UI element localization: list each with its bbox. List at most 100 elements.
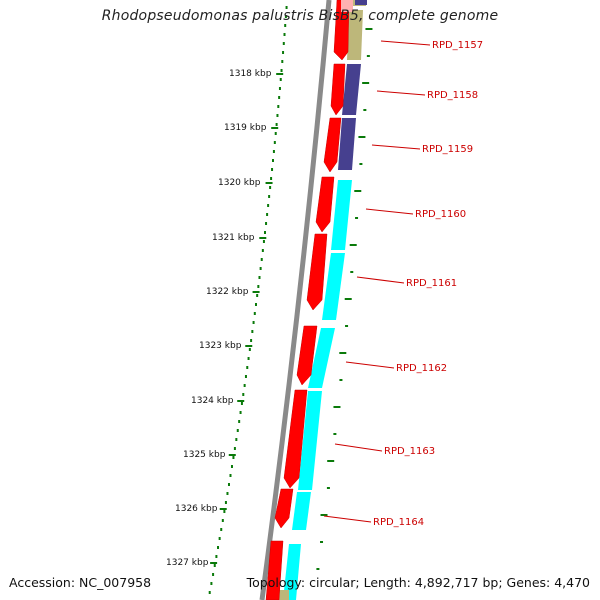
ruler-dot	[275, 123, 278, 126]
gene-tick	[350, 271, 354, 273]
track-segment-indigo	[338, 118, 356, 170]
ruler-tick	[276, 73, 284, 75]
gene-label-rpd-1163: RPD_1163	[384, 446, 435, 457]
ruler-dot	[240, 402, 243, 405]
ruler-tick	[219, 508, 227, 510]
gene-label-leader	[345, 361, 395, 369]
ruler-label-1318-kbp: 1318 kbp	[229, 69, 272, 79]
genome-backbone	[259, 0, 332, 600]
gene-label-leader	[356, 276, 405, 284]
ruler-dot	[262, 240, 265, 243]
ruler-dot	[229, 474, 232, 477]
ruler-label-1324-kbp: 1324 kbp	[191, 396, 234, 406]
ruler-dot	[254, 303, 257, 306]
gene-label-leader	[365, 208, 414, 215]
ruler-dot	[239, 411, 242, 414]
ruler-dot	[257, 285, 260, 288]
ruler-dot	[220, 528, 223, 531]
ruler-dot	[261, 249, 264, 252]
gene-tick	[320, 541, 324, 543]
track-segment-cyan	[283, 544, 301, 600]
ruler-dot	[221, 519, 224, 522]
gene-arrow	[315, 176, 335, 233]
track-segment-khaki	[347, 10, 363, 60]
ruler-dot	[230, 465, 233, 468]
ruler-tick	[245, 345, 253, 347]
gene-tick	[345, 325, 349, 327]
ruler-dot	[278, 96, 281, 99]
ruler-tick	[210, 562, 218, 564]
gene-tick	[330, 460, 334, 462]
track-segment-cyan	[331, 180, 352, 250]
ruler-dot	[213, 564, 216, 567]
ruler-label-1323-kbp: 1323 kbp	[199, 341, 242, 351]
ruler-dot	[272, 150, 275, 153]
ruler-tick	[237, 400, 245, 402]
gene-label-rpd-1158: RPD_1158	[427, 90, 478, 101]
track-segment-indigo	[342, 64, 361, 115]
accession-label: Accession: NC_007958	[9, 575, 152, 590]
gene-label-leader	[371, 144, 421, 150]
gene-label-rpd-1164: RPD_1164	[373, 517, 424, 528]
track-segment-cyan	[322, 253, 345, 320]
ruler-label-1320-kbp: 1320 kbp	[218, 178, 261, 188]
gene-arrow	[274, 488, 294, 529]
gene-tick-marks	[316, 28, 373, 570]
gene-highlight	[341, 0, 353, 12]
ruler-dot	[267, 204, 270, 207]
ruler-dot	[279, 78, 282, 81]
gene-tick	[333, 433, 337, 435]
ruler-dot	[270, 177, 273, 180]
gene-arrow	[323, 117, 342, 173]
ruler-dot	[276, 114, 279, 117]
ruler-dot	[256, 294, 259, 297]
gene-tick	[366, 55, 370, 57]
ruler-tick	[265, 182, 273, 184]
gene-tick	[365, 28, 373, 30]
gene-label-rpd-1157: RPD_1157	[432, 40, 483, 51]
ruler-dot	[280, 69, 283, 72]
ruler-label-1326-kbp: 1326 kbp	[175, 504, 218, 514]
ruler-dot	[285, 6, 288, 9]
gene-tick	[342, 352, 346, 354]
ruler-dot	[224, 501, 227, 504]
ruler-dot	[218, 537, 221, 540]
ruler-dot	[251, 330, 254, 333]
gene-label-leaders	[323, 40, 431, 523]
ruler-dot	[253, 312, 256, 315]
ruler-dot	[264, 231, 267, 234]
ruler-dot	[266, 213, 269, 216]
ruler-dot	[268, 195, 271, 198]
gene-tick	[361, 136, 365, 138]
gene-tick	[357, 190, 361, 192]
gene-arrow	[330, 63, 346, 116]
gene-track	[265, 0, 353, 600]
category-track	[279, 0, 367, 600]
ruler-dot	[243, 384, 246, 387]
track-segment-cyan	[298, 391, 322, 490]
gene-arrow	[333, 0, 350, 61]
ruler-label-1319-kbp: 1319 kbp	[224, 123, 267, 133]
ruler-dot	[250, 339, 253, 342]
gene-label-leader	[376, 90, 426, 96]
gene-tick	[359, 163, 363, 165]
ruler-dot	[210, 582, 213, 585]
gene-arrow	[296, 325, 318, 386]
ruler-dot	[226, 492, 229, 495]
gene-tick	[326, 487, 330, 489]
gene-tick	[355, 217, 359, 219]
ruler-tick	[271, 127, 279, 129]
ruler-dot	[236, 429, 239, 432]
ruler-tick	[252, 291, 260, 293]
ruler-label-1325-kbp: 1325 kbp	[183, 450, 226, 460]
ruler-dot	[233, 447, 236, 450]
ruler-dot	[258, 276, 261, 279]
gene-tick	[365, 82, 369, 84]
gene-tick	[347, 298, 351, 300]
ruler-dot	[212, 573, 215, 576]
ruler-dot	[223, 510, 226, 513]
ruler-dot	[248, 348, 251, 351]
track-segment-cyan	[308, 328, 335, 388]
ruler-dot	[273, 141, 276, 144]
